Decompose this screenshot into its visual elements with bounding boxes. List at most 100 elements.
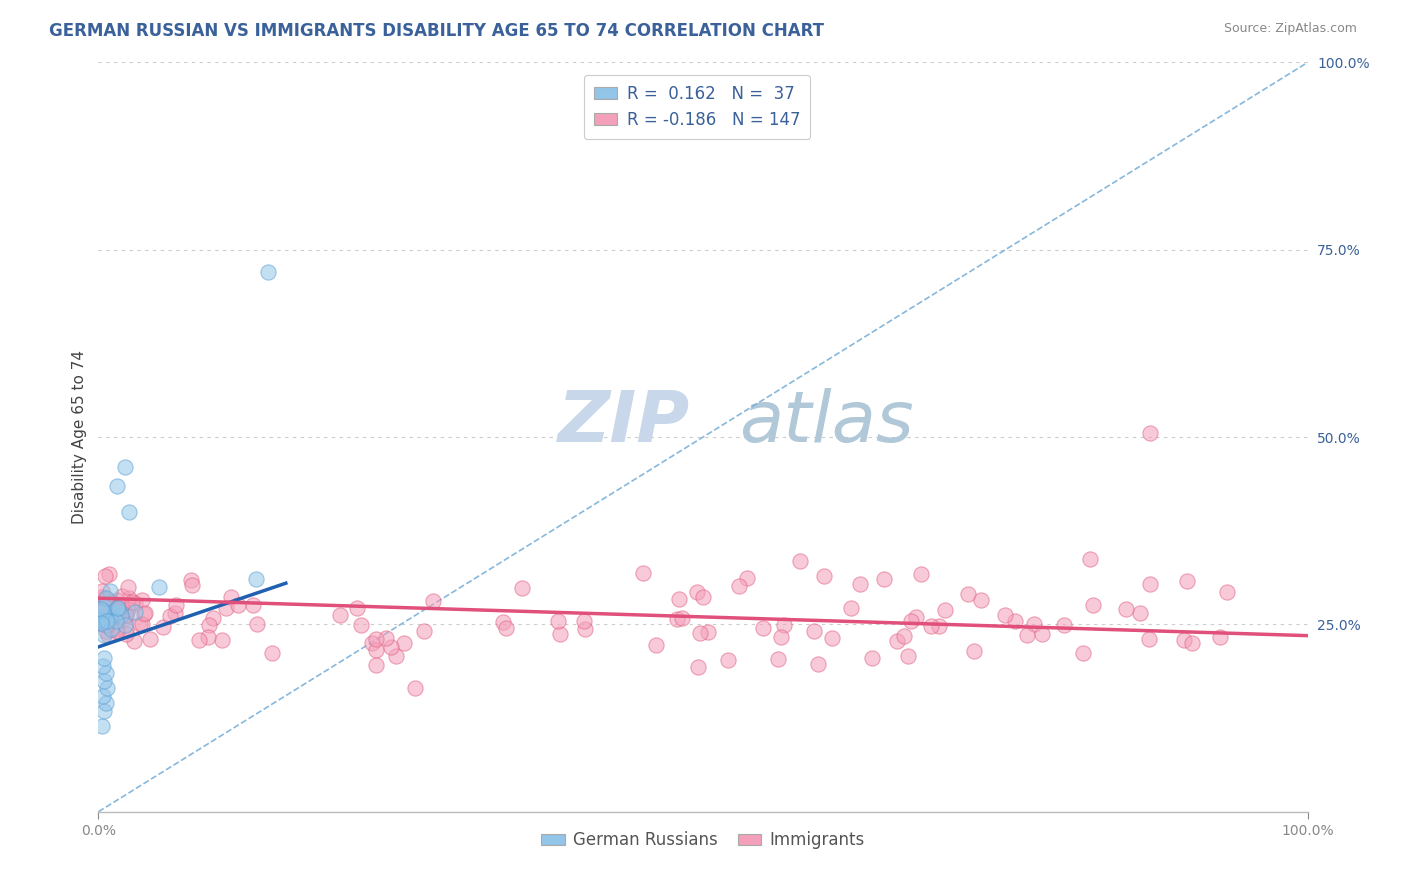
Point xyxy=(105,600,128,615)
Point xyxy=(91,604,114,618)
Point xyxy=(90,615,112,630)
Point xyxy=(91,689,114,703)
Point xyxy=(366,632,388,646)
Point xyxy=(98,584,121,599)
Point xyxy=(93,651,115,665)
Point xyxy=(404,681,426,695)
Point xyxy=(97,567,120,582)
Point xyxy=(110,608,132,623)
Point xyxy=(165,599,187,613)
Point xyxy=(131,617,153,632)
Point xyxy=(165,606,187,620)
Point xyxy=(839,601,862,615)
Point xyxy=(93,599,115,614)
Point xyxy=(495,621,517,635)
Point xyxy=(96,614,118,628)
Point xyxy=(114,623,136,637)
Point xyxy=(96,591,118,606)
Point xyxy=(152,620,174,634)
Point xyxy=(686,585,709,599)
Text: Source: ZipAtlas.com: Source: ZipAtlas.com xyxy=(1223,22,1357,36)
Point xyxy=(100,595,122,609)
Point xyxy=(94,613,117,627)
Point xyxy=(110,599,132,613)
Point xyxy=(98,610,121,624)
Point xyxy=(211,632,233,647)
Point xyxy=(180,573,202,587)
Point xyxy=(105,624,128,639)
Point xyxy=(91,613,114,627)
Point xyxy=(820,632,842,646)
Point xyxy=(97,598,120,612)
Point xyxy=(100,622,122,636)
Point xyxy=(789,554,811,568)
Point xyxy=(962,644,984,658)
Point xyxy=(813,568,835,582)
Point xyxy=(159,609,181,624)
Point xyxy=(492,615,515,630)
Point xyxy=(94,666,117,681)
Point xyxy=(114,608,136,623)
Point xyxy=(202,611,225,625)
Point xyxy=(547,614,569,628)
Point xyxy=(1004,614,1026,628)
Point xyxy=(94,617,117,632)
Point xyxy=(893,629,915,643)
Point xyxy=(124,596,146,610)
Point xyxy=(374,631,396,645)
Point xyxy=(97,602,120,616)
Point xyxy=(1031,627,1053,641)
Point xyxy=(132,607,155,622)
Point xyxy=(96,624,118,638)
Point xyxy=(366,642,388,657)
Point xyxy=(1083,598,1105,612)
Point xyxy=(91,611,114,625)
Point xyxy=(94,696,117,710)
Point xyxy=(1129,607,1152,621)
Point xyxy=(380,640,402,655)
Point xyxy=(105,614,128,628)
Text: ZIP: ZIP xyxy=(558,388,690,457)
Point xyxy=(97,628,120,642)
Point xyxy=(697,625,720,640)
Point xyxy=(1173,633,1195,648)
Point xyxy=(117,602,139,616)
Point xyxy=(849,577,872,591)
Point xyxy=(129,616,152,631)
Point xyxy=(114,460,136,475)
Point xyxy=(752,621,775,635)
Point xyxy=(103,606,125,620)
Point xyxy=(686,660,709,674)
Point xyxy=(873,573,896,587)
Y-axis label: Disability Age 65 to 74: Disability Age 65 to 74 xyxy=(72,350,87,524)
Point xyxy=(124,605,146,619)
Point xyxy=(900,615,922,629)
Point xyxy=(1175,574,1198,588)
Point xyxy=(91,603,114,617)
Point xyxy=(245,573,267,587)
Point xyxy=(105,479,128,493)
Point xyxy=(717,653,740,667)
Point xyxy=(920,619,942,633)
Point xyxy=(1022,616,1045,631)
Point xyxy=(886,634,908,648)
Point xyxy=(93,598,115,612)
Point xyxy=(934,603,956,617)
Point xyxy=(360,636,382,650)
Point xyxy=(385,648,408,663)
Point xyxy=(104,623,127,637)
Text: atlas: atlas xyxy=(740,388,914,457)
Point xyxy=(645,638,668,652)
Point xyxy=(329,607,352,622)
Text: GERMAN RUSSIAN VS IMMIGRANTS DISABILITY AGE 65 TO 74 CORRELATION CHART: GERMAN RUSSIAN VS IMMIGRANTS DISABILITY … xyxy=(49,22,824,40)
Point xyxy=(364,657,387,672)
Point xyxy=(114,607,136,621)
Point xyxy=(114,617,136,632)
Point xyxy=(111,589,134,603)
Point xyxy=(131,592,153,607)
Point xyxy=(1208,630,1230,644)
Point xyxy=(91,613,114,627)
Point xyxy=(256,265,278,279)
Point xyxy=(860,651,883,665)
Point xyxy=(90,612,112,626)
